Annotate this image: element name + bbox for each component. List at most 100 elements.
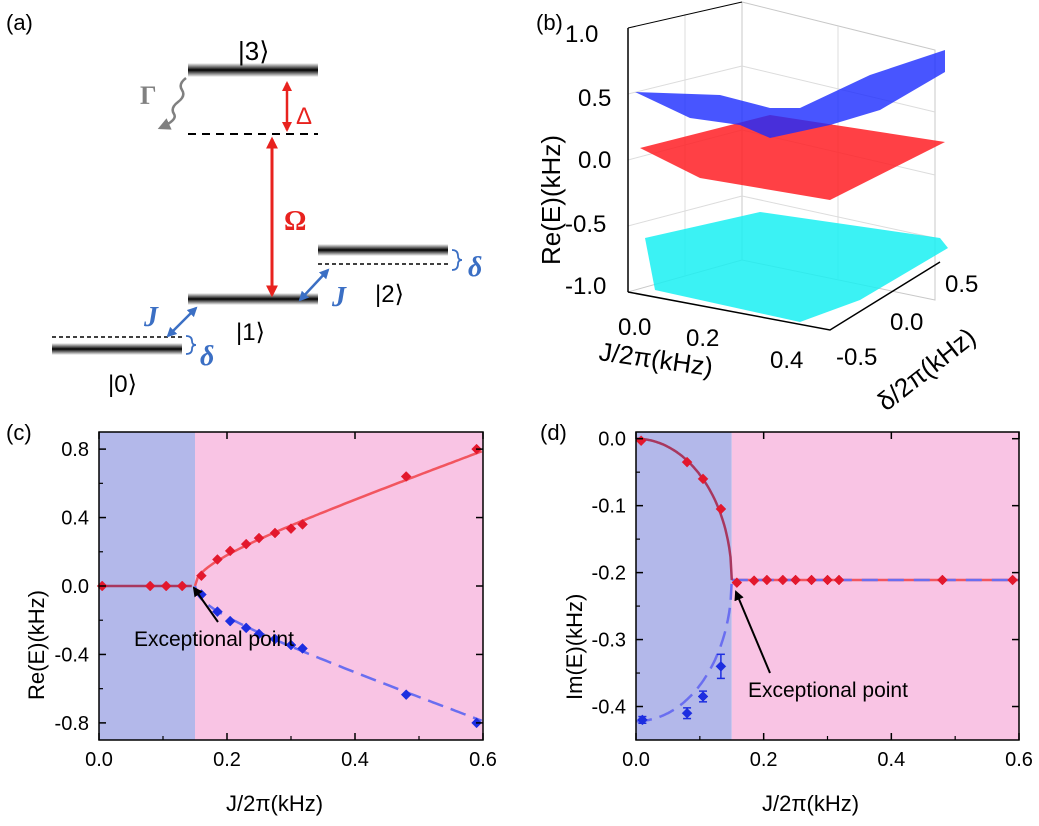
omega-symbol: Ω	[284, 206, 306, 237]
box-top-edge	[627, 1, 743, 29]
data-point-upper	[761, 574, 773, 586]
y-tick-label: 0.5	[945, 271, 978, 298]
fit-curve-lower	[635, 579, 734, 723]
data-point-lower	[212, 606, 223, 618]
coupling-symbol-01: J	[143, 302, 159, 333]
data-point-upper	[269, 527, 281, 539]
panel-label-c: (c)	[6, 420, 32, 445]
data-point-upper	[196, 570, 207, 582]
y-tick-label: -0.8	[55, 713, 89, 735]
level-0-label: |0⟩	[108, 371, 137, 398]
coupling-arrow-01	[166, 306, 198, 338]
decay-wavy-arrow	[157, 77, 187, 130]
data-point-lower	[697, 691, 709, 702]
data-point-lower	[297, 643, 308, 654]
y-axis-label: Im(E)(kHz)	[562, 594, 587, 700]
data-point-lower	[637, 714, 648, 726]
data-point-upper	[240, 538, 252, 550]
level-0-bar	[52, 343, 182, 355]
exceptional-point-annotation: Exceptional point	[134, 628, 294, 651]
data-point-lower	[240, 622, 252, 634]
data-point-upper	[285, 523, 297, 535]
level-3-bar	[188, 63, 318, 77]
fit-curve-upper	[636, 437, 734, 581]
data-point-lower	[285, 639, 297, 651]
level-2-bar	[318, 244, 448, 256]
detuning-brace-0	[185, 335, 197, 355]
data-point-upper	[715, 503, 727, 515]
data-point-upper	[212, 554, 223, 565]
data-point-upper	[253, 532, 265, 544]
data-point-lower	[269, 633, 281, 645]
y-axis-label: δ/2π(kHz)	[871, 322, 981, 417]
z-tick-label: 0.5	[578, 85, 611, 112]
data-point-upper	[806, 574, 817, 586]
x-tick-label: 0.2	[686, 325, 719, 352]
detuning-symbol-0: δ	[200, 341, 214, 372]
delta-cap-symbol: Δ	[296, 103, 312, 130]
surface-middle	[640, 115, 945, 200]
exceptional-point-annotation: Exceptional point	[748, 679, 908, 702]
data-point-upper	[297, 519, 308, 530]
data-point-upper	[697, 473, 709, 485]
panel-label-a: (a)	[6, 10, 33, 35]
detuning-symbol-2: δ	[468, 252, 482, 283]
y-tick-label: 0.0	[598, 429, 626, 451]
data-point-lower	[715, 660, 727, 672]
data-point-lower	[400, 689, 412, 701]
panel-c: (c) 0.0 0.2 0.4 0.6 0.8 0.4 0.0 -0.4 -0.8 Except…	[6, 420, 497, 816]
x-tick-label: 0.4	[770, 347, 803, 374]
y-tick-label: -0.4	[55, 644, 89, 666]
data-point-upper	[400, 471, 412, 482]
data-point-upper	[777, 574, 789, 586]
y-tick-label: -0.2	[592, 563, 626, 585]
exceptional-point-arrow	[192, 586, 219, 623]
y-tick-label: 0.0	[61, 576, 89, 598]
detuning-brace-2	[451, 249, 463, 271]
panel-b: (b) 1.0 0.5 0.0 -0.5 -1.0 Re(E)(kHz) 0.0…	[536, 1, 981, 417]
data-point-upper	[681, 456, 693, 468]
fit-curve-upper	[193, 450, 483, 587]
surface-upper	[635, 50, 945, 138]
coupling-arrow-12	[298, 268, 330, 302]
y-tick-label: 0.8	[61, 439, 89, 461]
panel-label-d: (d)	[540, 420, 567, 445]
y-tick-label: -0.1	[592, 496, 626, 518]
x-tick-label: 0.6	[1005, 749, 1033, 771]
level-1-bar	[188, 293, 318, 305]
exceptional-point-arrow	[734, 590, 771, 674]
x-tick-label: 0.0	[618, 314, 651, 341]
y-tick-label: 0.4	[61, 508, 89, 530]
fit-curve-lower	[193, 585, 483, 722]
x-tick-label: 0.0	[85, 749, 113, 771]
z-tick-label: -1.0	[565, 273, 606, 300]
data-point-upper	[731, 577, 743, 589]
z-axis-label: Re(E)(kHz)	[536, 135, 566, 265]
data-point-upper	[160, 580, 172, 592]
x-tick-label: 0.6	[469, 749, 497, 771]
data-point-upper	[748, 575, 760, 586]
level-1-label: |1⟩	[236, 319, 265, 346]
y-tick-label: -0.4	[592, 697, 626, 719]
box-floor-front	[627, 261, 941, 331]
data-point-lower	[224, 615, 236, 627]
y-tick-label: -0.3	[592, 630, 626, 652]
region-pt-symmetric	[731, 432, 1019, 740]
level-3-label: |3⟩	[238, 36, 269, 66]
y-axis-label: Re(E)(kHz)	[24, 590, 49, 700]
x-tick-label: 0.4	[877, 749, 905, 771]
level-2-label: |2⟩	[375, 281, 404, 308]
region-pt-broken	[636, 432, 732, 740]
data-point-upper	[176, 580, 188, 592]
panel-d: (d) 0.0 0.2 0.4 0.6 0.0 -0.1 -0.2 -0.3 -0.4 Exce…	[540, 420, 1033, 816]
z-tick-label: 0.0	[578, 147, 611, 174]
data-point-upper	[224, 545, 236, 557]
x-tick-label: 0.0	[622, 749, 650, 771]
z-tick-label: 1.0	[565, 21, 598, 48]
data-point-upper	[1007, 574, 1018, 586]
panel-label-b: (b)	[536, 10, 563, 35]
x-axis-label: J/2π(kHz)	[226, 791, 323, 816]
panel-a: (a) |3⟩ |2⟩ |1⟩ |0⟩ Δ Ω Γ J J δ δ	[6, 10, 482, 398]
data-point-upper	[144, 580, 156, 592]
